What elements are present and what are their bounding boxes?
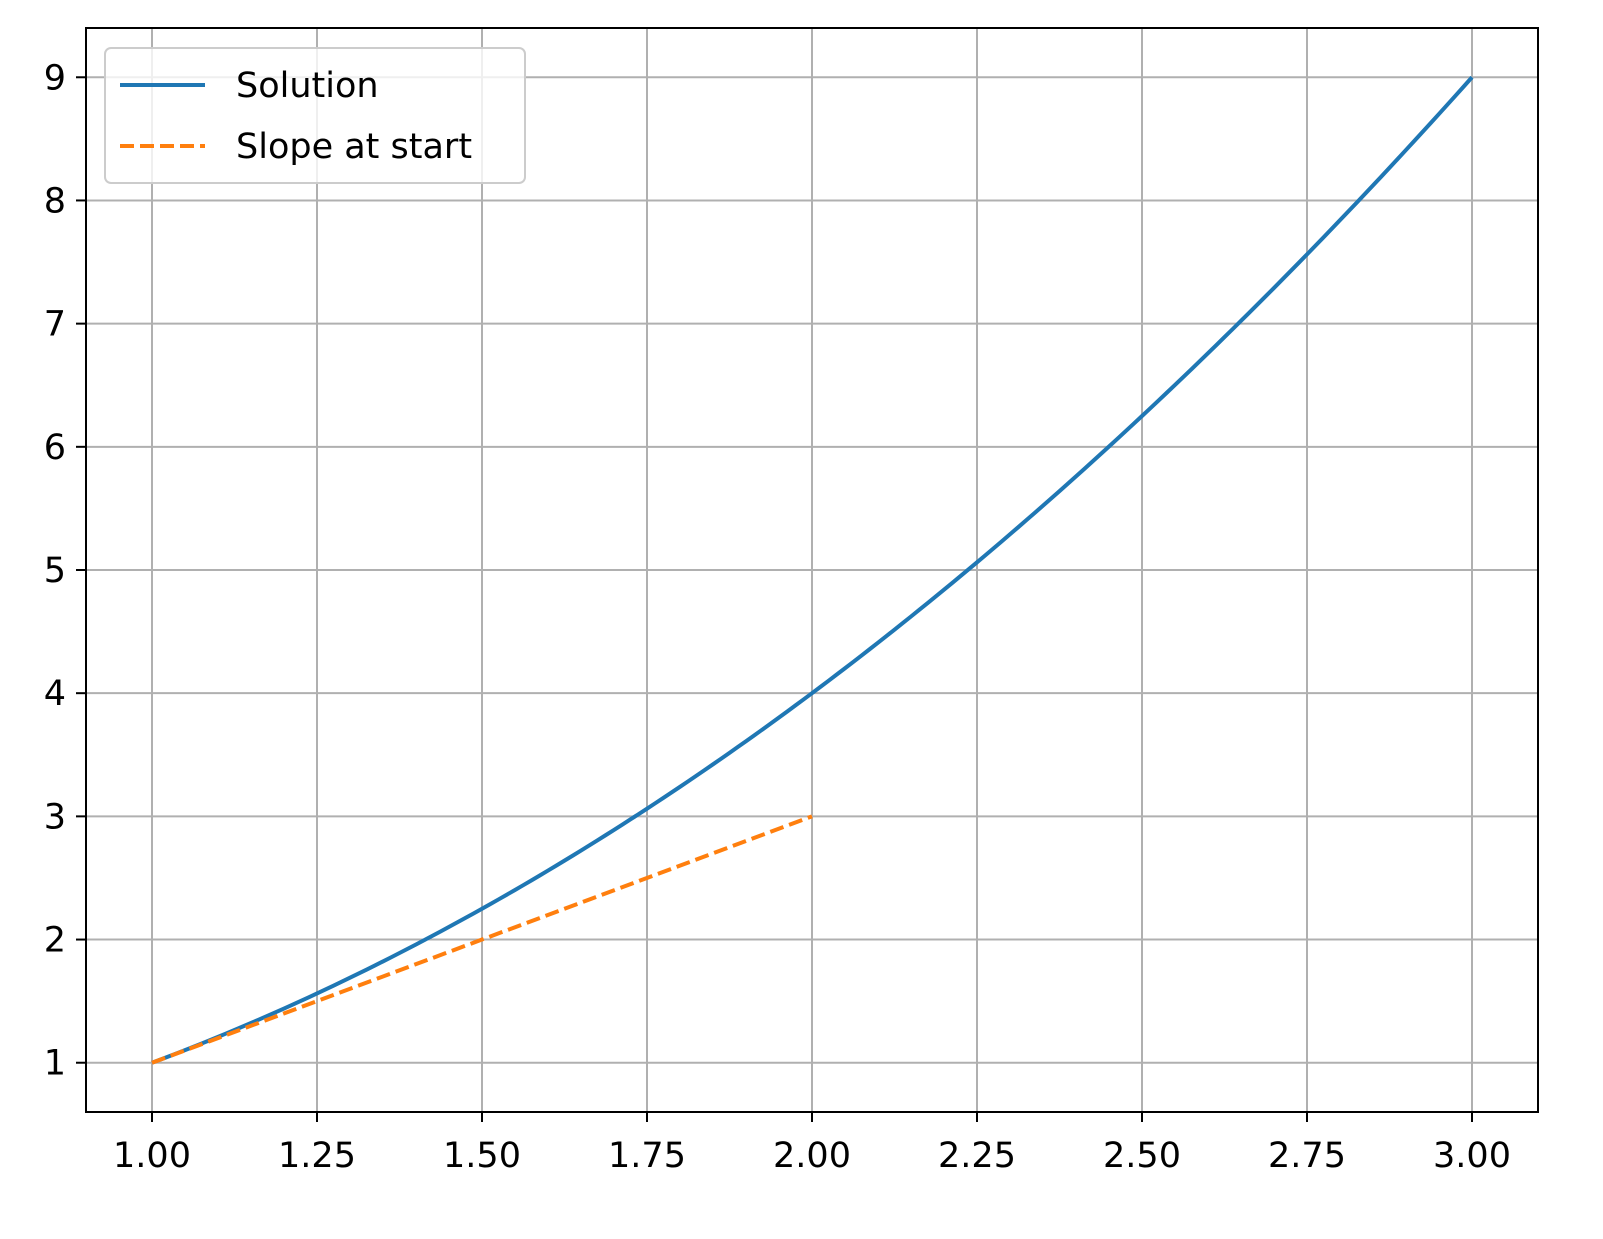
x-tick-label: 1.75 (608, 1136, 686, 1176)
series-line-2 (151, 814, 813, 1065)
y-tick-label: 4 (44, 674, 66, 714)
y-tick-label: 3 (44, 797, 66, 837)
x-tick-label: 1.00 (113, 1136, 191, 1176)
legend-box (104, 47, 526, 184)
x-tick-label: 2.00 (773, 1136, 851, 1176)
x-tick-label: 2.75 (1268, 1136, 1346, 1176)
x-tick-label: 3.00 (1433, 1136, 1511, 1176)
legend-items: Solution Slope at start (120, 66, 472, 167)
y-tick-label: 8 (44, 181, 66, 221)
x-tick-label: 2.50 (1103, 1136, 1181, 1176)
legend-label: Slope at start (236, 127, 472, 167)
legend: Solution Slope at start (104, 47, 526, 184)
y-tick-label: 1 (44, 1044, 66, 1084)
series-lines (151, 75, 1474, 1065)
y-tick-label: 6 (44, 428, 66, 468)
x-axis-ticks: 1.00 1.25 1.50 1.75 2.00 2.25 2.50 2.75 3.00 (113, 1112, 1511, 1176)
series-line-1 (151, 75, 1474, 1065)
y-axis-ticks: 1 2 3 4 5 6 7 8 9 (44, 58, 86, 1084)
y-tick-label: 2 (44, 921, 66, 961)
x-tick-label: 2.25 (938, 1136, 1016, 1176)
legend-label: Solution (236, 66, 379, 106)
y-tick-label: 9 (44, 58, 66, 98)
y-tick-label: 5 (44, 551, 66, 591)
x-tick-label: 1.25 (278, 1136, 356, 1176)
x-tick-label: 1.50 (443, 1136, 521, 1176)
y-tick-label: 7 (44, 305, 66, 345)
